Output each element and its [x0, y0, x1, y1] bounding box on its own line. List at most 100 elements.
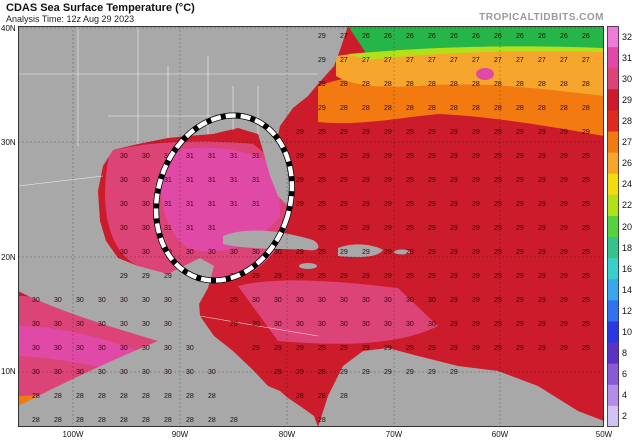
sst-value: 29	[560, 177, 568, 184]
sst-value: 28	[76, 417, 84, 424]
sst-value: 29	[274, 273, 282, 280]
sst-value: 30	[164, 321, 172, 328]
land-florida	[258, 134, 294, 208]
sst-value: 29	[560, 129, 568, 136]
sst-value: 29	[296, 273, 304, 280]
sst-value: 29	[450, 177, 458, 184]
colorbar-swatch	[607, 215, 619, 238]
sst-value: 27	[340, 57, 348, 64]
sst-value: 29	[428, 177, 436, 184]
sst-value: 29	[384, 177, 392, 184]
sst-value: 29	[428, 345, 436, 352]
sst-value: 29	[296, 249, 304, 256]
sst-value: 30	[142, 153, 150, 160]
sst-value: 29	[340, 249, 348, 256]
sst-value: 30	[32, 345, 40, 352]
sst-value: 29	[582, 201, 590, 208]
sst-value: 29	[406, 129, 414, 136]
colorbar-swatch	[607, 194, 619, 217]
sst-value: 30	[142, 177, 150, 184]
sst-value: 29	[494, 153, 502, 160]
sst-value: 28	[450, 105, 458, 112]
sst-value: 28	[538, 81, 546, 88]
sst-value: 28	[362, 105, 370, 112]
sst-value: 28	[472, 105, 480, 112]
sst-value: 28	[142, 417, 150, 424]
sst-value: 28	[164, 393, 172, 400]
sst-value: 30	[186, 369, 194, 376]
sst-value: 28	[340, 81, 348, 88]
colorbar-swatch	[607, 363, 619, 386]
sst-value: 29	[538, 273, 546, 280]
sst-value: 30	[186, 345, 194, 352]
sst-value: 30	[120, 201, 128, 208]
land-south-america	[318, 348, 604, 427]
sst-value: 29	[274, 369, 282, 376]
sst-value: 29	[538, 249, 546, 256]
sst-value: 29	[362, 249, 370, 256]
sst-value: 28	[208, 393, 216, 400]
sst-value: 29	[516, 297, 524, 304]
sst-value: 27	[450, 57, 458, 64]
sst-value: 28	[406, 105, 414, 112]
sst-value: 29	[340, 273, 348, 280]
sst-value: 27	[362, 57, 370, 64]
sst-value: 28	[208, 417, 216, 424]
sst-value: 29	[472, 153, 480, 160]
sst-value: 29	[516, 345, 524, 352]
sst-value: 29	[384, 345, 392, 352]
sst-value: 29	[406, 201, 414, 208]
map-title: CDAS Sea Surface Temperature (°C)	[6, 2, 195, 14]
sst-value: 29	[362, 177, 370, 184]
sst-value: 31	[208, 153, 216, 160]
sst-value: 29	[560, 153, 568, 160]
sst-value: 29	[450, 249, 458, 256]
sst-value: 29	[450, 321, 458, 328]
sst-value: 29	[538, 321, 546, 328]
sst-value: 29	[582, 153, 590, 160]
sst-value: 29	[538, 177, 546, 184]
sst-value: 31	[208, 201, 216, 208]
map-frame	[18, 26, 604, 427]
sst-value: 29	[428, 273, 436, 280]
lon-label-80w: 80W	[278, 430, 296, 439]
sst-value: 30	[428, 297, 436, 304]
sst-value: 31	[208, 177, 216, 184]
sst-value: 30	[32, 369, 40, 376]
sst-value: 29	[142, 273, 150, 280]
sst-value: 29	[340, 369, 348, 376]
sst-value: 26	[538, 33, 546, 40]
colorbar-swatch	[607, 258, 619, 280]
sst-value: 28	[494, 81, 502, 88]
sst-value: 27	[340, 33, 348, 40]
sst-value: 28	[164, 417, 172, 424]
sst-value: 29	[406, 177, 414, 184]
colorbar-label: 12	[622, 305, 633, 316]
lon-label-50w: 50W	[595, 430, 613, 439]
sst-value: 28	[186, 393, 194, 400]
sst-value: 26	[450, 33, 458, 40]
sst-value: 29	[538, 201, 546, 208]
sst-value: 30	[296, 297, 304, 304]
sst-value: 29	[538, 225, 546, 232]
sst-value: 28	[560, 105, 568, 112]
sst-value: 29	[406, 273, 414, 280]
sst-value: 30	[252, 297, 260, 304]
sst-value: 29	[560, 345, 568, 352]
sst-value: 29	[450, 273, 458, 280]
sst-value: 29	[494, 129, 502, 136]
sst-value: 29	[384, 273, 392, 280]
sst-value: 29	[274, 345, 282, 352]
lat-label-40n: 40N	[1, 24, 16, 33]
sst-value: 30	[142, 225, 150, 232]
sst-27-band	[336, 45, 604, 96]
sst-value: 30	[120, 153, 128, 160]
sst-value: 29	[516, 225, 524, 232]
sst-value: 26	[582, 33, 590, 40]
sst-value: 29	[582, 249, 590, 256]
sst-value: 29	[428, 369, 436, 376]
sst-value: 29	[516, 129, 524, 136]
sst-value: 29	[450, 225, 458, 232]
sst-value: 29	[428, 129, 436, 136]
colorbar-label: 14	[622, 284, 633, 295]
